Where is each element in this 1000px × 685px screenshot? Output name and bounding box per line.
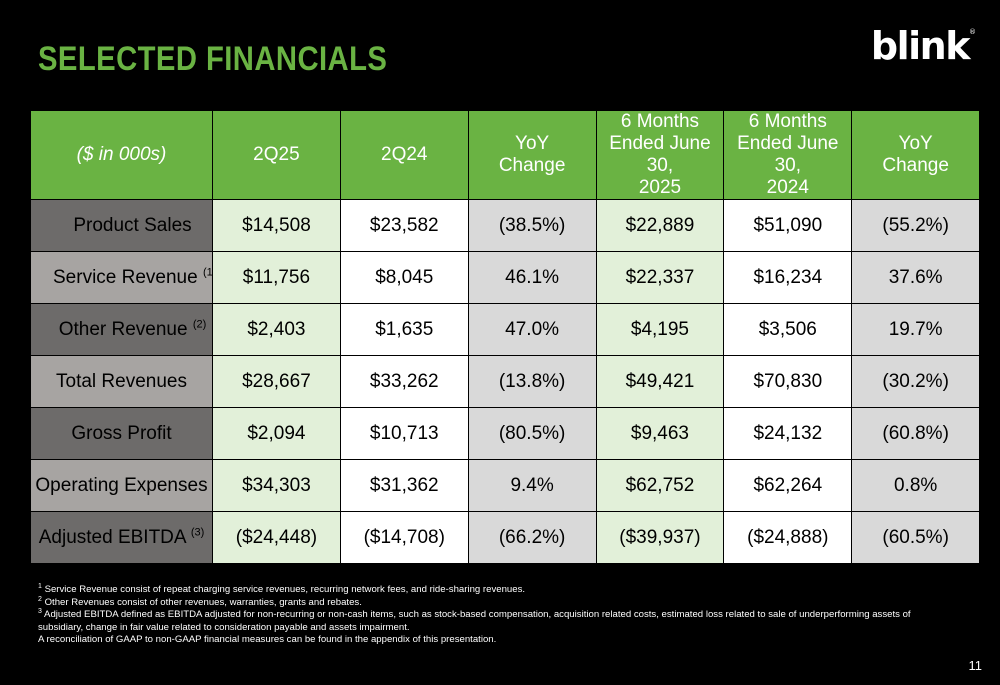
row-label: Adjusted EBITDA (3) xyxy=(30,511,213,564)
footnote-text: A reconciliation of GAAP to non-GAAP fin… xyxy=(38,634,497,646)
table-cell: 47.0% xyxy=(467,303,597,356)
table-cell: ($24,448) xyxy=(212,511,341,564)
table-cell: $70,830 xyxy=(723,355,853,408)
row-label-text: Operating Expenses xyxy=(35,474,208,496)
page-number: 11 xyxy=(968,658,983,673)
table-row: Operating Expenses $34,303 $31,362 9.4% $62,… xyxy=(30,459,981,512)
table-cell: (55.2%) xyxy=(851,199,981,252)
table-row: Service Revenue (1)$11,756$8,04546.1%$22… xyxy=(30,251,981,304)
row-label: Total Revenues xyxy=(30,355,213,408)
table-cell: $8,045 xyxy=(339,251,469,304)
row-label: Operating Expenses xyxy=(30,459,213,512)
row-label: Service Revenue (1) xyxy=(30,251,213,304)
table-cell: $2,403 xyxy=(212,303,341,356)
column-header: YoY Change xyxy=(467,110,597,200)
table-cell: $24,132 xyxy=(723,407,853,460)
column-header: 6 Months Ended June 30, 2025 xyxy=(595,110,725,200)
footnote-number: 3 xyxy=(38,608,42,615)
column-header: 2Q24 xyxy=(339,110,469,200)
footnotes: 1 Service Revenue consist of repeat char… xyxy=(38,582,958,647)
row-label-text: Adjusted EBITDA xyxy=(38,526,186,548)
column-header: YoY Change xyxy=(851,110,981,200)
table-header-row: ($ in 000s) 2Q25 2Q24 YoY Change 6 Months… xyxy=(30,110,981,200)
table-cell: $34,303 xyxy=(212,459,341,512)
footnote-ref: (1) xyxy=(202,266,213,279)
table-cell: 9.4% xyxy=(467,459,597,512)
registered-mark: ® xyxy=(969,28,976,36)
row-label: Other Revenue (2) xyxy=(30,303,213,356)
table-cell: $23,582 xyxy=(339,199,469,252)
table-cell: $1,635 xyxy=(339,303,469,356)
table-cell: (13.8%) xyxy=(467,355,597,408)
table-cell: $22,889 xyxy=(595,199,725,252)
table-cell: $11,756 xyxy=(212,251,341,304)
row-label-text: Gross Profit xyxy=(71,422,172,444)
footnote-text: Adjusted EBITDA defined as EBITDA adjust… xyxy=(38,609,911,633)
column-header: 6 Months Ended June 30, 2024 xyxy=(723,110,853,200)
table-cell: $62,264 xyxy=(723,459,853,512)
column-header: 2Q25 xyxy=(212,110,341,200)
footnote: 2 Other Revenues consist of other revenu… xyxy=(38,595,958,610)
table-row: Other Revenue (2) $2,403 $1,635 47.0% $4,195… xyxy=(30,303,981,356)
table-row: Product Sales $14,508 $23,582 (38.5%) $22,88… xyxy=(30,199,981,252)
table-row: Gross Profit $2,094 $10,713 (80.5%) $9,463 $2… xyxy=(30,407,981,460)
row-label-text: Other Revenue xyxy=(58,318,188,340)
footnote-text: Service Revenue consist of repeat chargi… xyxy=(41,584,526,595)
table-cell: (38.5%) xyxy=(467,199,597,252)
table-cell: $9,463 xyxy=(595,407,725,460)
footnote-number: 1 xyxy=(38,582,42,590)
table-cell: $49,421 xyxy=(595,355,725,408)
footnote-ref: (3) xyxy=(190,526,205,539)
table-cell: $22,337 xyxy=(595,251,725,304)
table-cell: $31,362 xyxy=(339,459,469,512)
row-label-text: Service Revenue xyxy=(53,266,198,288)
footnote: A reconciliation of GAAP to non-GAAP fin… xyxy=(38,634,958,647)
table-cell: $51,090 xyxy=(723,199,853,252)
row-label-text: Total Revenues xyxy=(56,370,187,392)
table-cell: $3,506 xyxy=(723,303,853,356)
table-cell: 19.7% xyxy=(851,303,981,356)
table-cell: $33,262 xyxy=(339,355,469,408)
financials-table: ($ in 000s) 2Q25 2Q24 YoY Change 6 Months… xyxy=(30,110,981,564)
table-cell: (30.2%) xyxy=(851,355,981,408)
logo-text: blink xyxy=(870,24,971,68)
table-cell: (80.5%) xyxy=(467,407,597,460)
table-cell: $4,195 xyxy=(595,303,725,356)
blink-logo: blink® xyxy=(871,24,976,68)
table-cell: $28,667 xyxy=(212,355,341,408)
table-cell: 37.6% xyxy=(851,251,981,304)
footnote: 3 Adjusted EBITDA defined as EBITDA adju… xyxy=(38,608,958,634)
unit-label: ($ in 000s) xyxy=(30,110,213,200)
table-cell: $2,094 xyxy=(212,407,341,460)
row-label: Gross Profit xyxy=(30,407,213,460)
table-cell: 46.1% xyxy=(467,251,597,304)
footnote: 1 Service Revenue consist of repeat char… xyxy=(38,582,958,597)
table-cell: (66.2%) xyxy=(467,511,597,564)
table-cell: $62,752 xyxy=(595,459,725,512)
table-cell: (60.8%) xyxy=(851,407,981,460)
table-cell: 0.8% xyxy=(851,459,981,512)
table-cell: ($24,888) xyxy=(723,511,853,564)
table-row: Total Revenues $28,667 $33,262 (13.8%) $49,4… xyxy=(30,355,981,408)
table-cell: ($39,937) xyxy=(595,511,725,564)
footnote-number: 2 xyxy=(38,595,42,603)
table-cell: $14,508 xyxy=(212,199,341,252)
table-cell: $16,234 xyxy=(723,251,853,304)
table-cell: ($14,708) xyxy=(339,511,469,564)
row-label-text: Product Sales xyxy=(73,214,192,236)
slide-title: SELECTED FINANCIALS xyxy=(38,40,388,78)
row-label: Product Sales xyxy=(30,199,213,252)
table-row: Adjusted EBITDA (3) ($24,448) ($14,708) (66… xyxy=(30,511,981,564)
table-cell: (60.5%) xyxy=(851,511,981,564)
table-cell: $10,713 xyxy=(339,407,469,460)
footnote-text: Other Revenues consist of other revenues… xyxy=(41,596,362,608)
footnote-ref: (2) xyxy=(192,318,207,331)
